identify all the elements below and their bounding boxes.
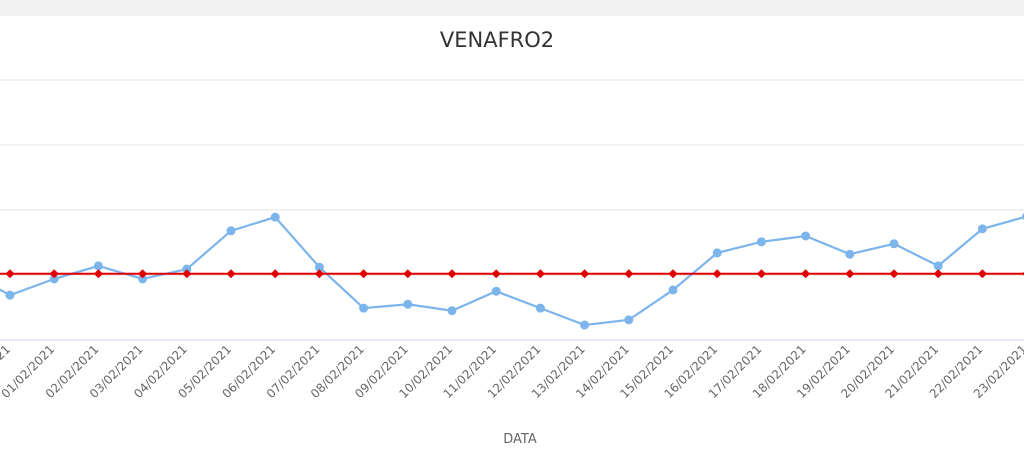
threshold-point[interactable] xyxy=(314,269,324,279)
threshold-point[interactable] xyxy=(889,269,899,279)
threshold-point[interactable] xyxy=(712,269,722,279)
threshold-point[interactable] xyxy=(535,269,545,279)
series-value xyxy=(0,212,1024,330)
threshold-point[interactable] xyxy=(403,269,413,279)
data-point[interactable] xyxy=(624,315,634,325)
value-line xyxy=(0,215,1024,327)
threshold-point[interactable] xyxy=(491,269,501,279)
threshold-point[interactable] xyxy=(226,269,236,279)
data-point[interactable] xyxy=(447,306,457,316)
threshold-point[interactable] xyxy=(49,269,59,279)
threshold-point[interactable] xyxy=(624,269,634,279)
data-point[interactable] xyxy=(845,249,855,259)
data-point[interactable] xyxy=(933,261,943,271)
threshold-point[interactable] xyxy=(845,269,855,279)
data-point[interactable] xyxy=(49,274,59,284)
top-bar xyxy=(0,0,1024,16)
chart-title: VENAFRO2 xyxy=(440,28,554,52)
threshold-point[interactable] xyxy=(5,269,15,279)
series-threshold xyxy=(0,269,1024,279)
threshold-point[interactable] xyxy=(138,269,148,279)
threshold-point[interactable] xyxy=(756,269,766,279)
data-point[interactable] xyxy=(889,239,899,249)
data-point[interactable] xyxy=(314,262,324,272)
data-point[interactable] xyxy=(403,299,413,309)
data-point[interactable] xyxy=(5,290,15,300)
data-point[interactable] xyxy=(270,212,280,222)
data-point[interactable] xyxy=(93,261,103,271)
data-point[interactable] xyxy=(668,285,678,295)
data-point[interactable] xyxy=(491,286,501,296)
threshold-point[interactable] xyxy=(93,269,103,279)
threshold-point[interactable] xyxy=(580,269,590,279)
threshold-point[interactable] xyxy=(668,269,678,279)
data-point[interactable] xyxy=(535,303,545,313)
threshold-point[interactable] xyxy=(933,269,943,279)
data-point[interactable] xyxy=(359,303,369,313)
threshold-point[interactable] xyxy=(182,269,192,279)
threshold-point[interactable] xyxy=(270,269,280,279)
data-point[interactable] xyxy=(712,248,722,258)
data-point[interactable] xyxy=(182,264,192,274)
data-point[interactable] xyxy=(977,224,987,234)
threshold-point[interactable] xyxy=(447,269,457,279)
threshold-point[interactable] xyxy=(801,269,811,279)
threshold-point[interactable] xyxy=(977,269,987,279)
threshold-point[interactable] xyxy=(359,269,369,279)
data-point[interactable] xyxy=(756,237,766,247)
x-axis-title: DATA xyxy=(503,432,537,447)
data-point[interactable] xyxy=(580,320,590,330)
data-point[interactable] xyxy=(138,274,148,284)
data-point[interactable] xyxy=(801,231,811,241)
data-point[interactable] xyxy=(226,226,236,236)
